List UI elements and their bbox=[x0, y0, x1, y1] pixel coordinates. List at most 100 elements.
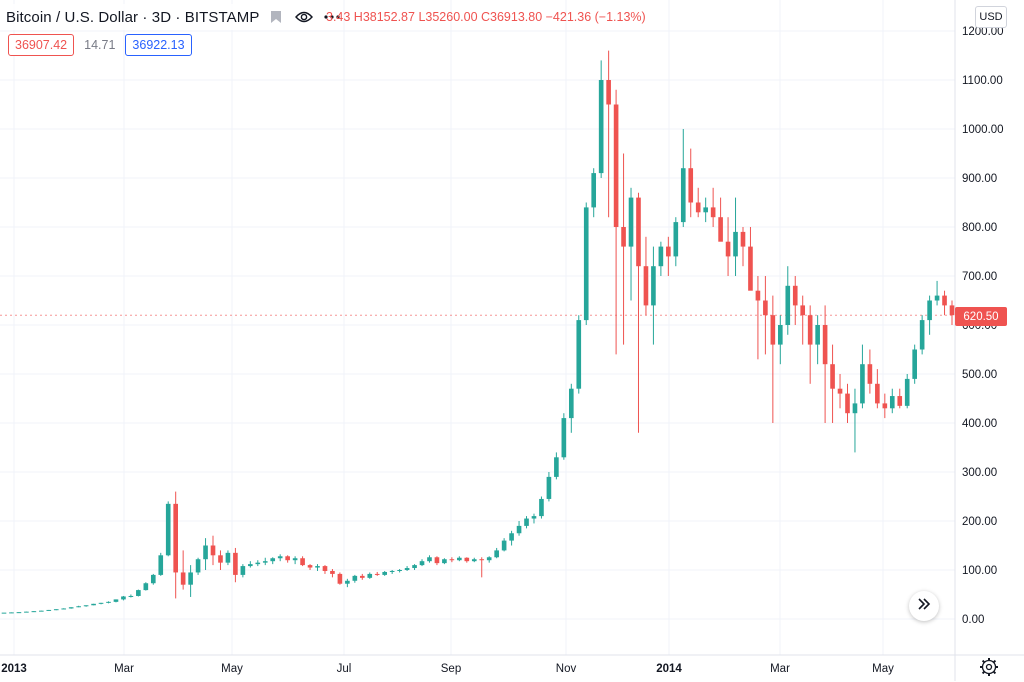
candle-body bbox=[516, 525, 522, 534]
candle-body bbox=[225, 552, 231, 563]
candle-body bbox=[240, 566, 246, 575]
currency-button[interactable]: USD bbox=[975, 6, 1007, 28]
last-price-label: 620.50 bbox=[955, 307, 1007, 326]
candle-body bbox=[218, 555, 223, 563]
candle-body bbox=[591, 173, 597, 208]
candle-body bbox=[509, 533, 514, 541]
candle-body bbox=[389, 570, 395, 572]
y-tick-label: 1000.00 bbox=[962, 124, 1004, 136]
candle-body bbox=[621, 227, 626, 247]
candle-body bbox=[113, 599, 119, 602]
candle-body bbox=[9, 612, 14, 614]
candle-body bbox=[912, 349, 917, 379]
symbol-legend[interactable]: Bitcoin / U.S. Dollar · 3D · BITSTAMP bbox=[6, 4, 344, 30]
candle-body bbox=[31, 611, 37, 613]
candle-body bbox=[688, 168, 694, 203]
candle-body bbox=[710, 207, 716, 218]
candle-body bbox=[539, 498, 544, 517]
candle-body bbox=[53, 609, 59, 611]
candle-body bbox=[315, 566, 320, 568]
candle-body bbox=[374, 573, 380, 575]
candle-body bbox=[195, 559, 201, 573]
candle-body bbox=[748, 246, 753, 291]
y-tick-label: 300.00 bbox=[962, 467, 997, 479]
spread-value: 14.71 bbox=[84, 38, 116, 52]
candle-body bbox=[598, 80, 604, 174]
x-tick-label: Sep bbox=[441, 663, 461, 675]
candle-body bbox=[270, 558, 276, 562]
candle-body bbox=[367, 573, 373, 578]
symbol-title[interactable]: Bitcoin / U.S. Dollar · 3D · BITSTAMP bbox=[6, 8, 260, 26]
candle-body bbox=[121, 596, 126, 600]
candle-body bbox=[210, 545, 216, 556]
candle-body bbox=[561, 418, 567, 458]
candle-body bbox=[412, 565, 417, 569]
y-tick-label: 500.00 bbox=[962, 369, 997, 381]
candle-body bbox=[16, 612, 22, 614]
candle-body bbox=[173, 503, 178, 573]
candle-body bbox=[800, 305, 806, 316]
candle-body bbox=[352, 575, 358, 581]
candle-body bbox=[292, 558, 298, 561]
y-tick-label: 200.00 bbox=[962, 516, 997, 528]
candle-body bbox=[359, 575, 365, 578]
candle-body bbox=[427, 557, 432, 562]
candle-body bbox=[501, 540, 507, 551]
candle-body bbox=[554, 457, 559, 477]
ask-price[interactable]: 36922.13 bbox=[125, 34, 192, 56]
x-tick-label: 2013 bbox=[1, 663, 27, 675]
candle-body bbox=[203, 545, 208, 560]
candle-body bbox=[158, 555, 164, 575]
more-icon[interactable] bbox=[321, 6, 343, 28]
candle-body bbox=[673, 222, 679, 257]
candle-body bbox=[882, 403, 888, 409]
candle-body bbox=[740, 231, 746, 247]
candle-body bbox=[486, 557, 492, 561]
candle-body bbox=[337, 573, 343, 584]
x-tick-label: 2014 bbox=[656, 663, 682, 675]
y-tick-label: 1200.00 bbox=[962, 26, 1004, 38]
candle-body bbox=[778, 325, 783, 345]
eye-icon[interactable] bbox=[293, 6, 315, 28]
y-tick-label: 800.00 bbox=[962, 222, 997, 234]
candle-body bbox=[837, 388, 843, 394]
candle-body bbox=[322, 566, 328, 571]
candle-body bbox=[927, 300, 932, 321]
candle-body bbox=[897, 396, 903, 406]
x-tick-label: May bbox=[872, 663, 894, 675]
candle-body bbox=[24, 611, 29, 613]
flag-icon[interactable] bbox=[265, 6, 287, 28]
x-tick-label: Jul bbox=[337, 663, 352, 675]
candle-body bbox=[285, 556, 290, 561]
candle-body bbox=[666, 246, 671, 257]
ohlc-values: 3.43 H38152.87 L35260.00 C36913.80 −421.… bbox=[326, 10, 646, 24]
candle-body bbox=[867, 364, 873, 384]
time-axis[interactable]: 2013 Mar May Jul Sep Nov 2014 Mar May bbox=[1, 663, 894, 675]
price-axis[interactable]: 0.00100.00200.00300.00400.00500.00600.00… bbox=[962, 26, 1004, 626]
candle-body bbox=[725, 241, 731, 257]
candle-body bbox=[262, 561, 268, 563]
bid-price[interactable]: 36907.42 bbox=[8, 34, 75, 56]
scroll-to-realtime-button[interactable] bbox=[909, 591, 939, 621]
candle-body bbox=[733, 231, 738, 257]
candle-body bbox=[822, 325, 828, 365]
candle-body bbox=[658, 246, 664, 267]
double-chevron-right-icon bbox=[917, 597, 931, 615]
candle-body bbox=[680, 168, 686, 223]
candle-body bbox=[531, 516, 537, 519]
candle-body bbox=[785, 285, 791, 325]
candle-body bbox=[606, 80, 611, 105]
settings-gear-icon[interactable] bbox=[979, 657, 999, 677]
candle-body bbox=[643, 266, 649, 306]
candle-body bbox=[382, 571, 388, 575]
candle-body bbox=[875, 383, 880, 404]
x-tick-label: Nov bbox=[556, 663, 577, 675]
candle-body bbox=[76, 606, 81, 608]
candle-body bbox=[98, 602, 104, 604]
candle-body bbox=[345, 580, 350, 584]
candle-body bbox=[524, 518, 529, 526]
y-tick-label: 900.00 bbox=[962, 173, 997, 185]
candle-body bbox=[39, 610, 44, 612]
candle-body bbox=[568, 388, 574, 419]
